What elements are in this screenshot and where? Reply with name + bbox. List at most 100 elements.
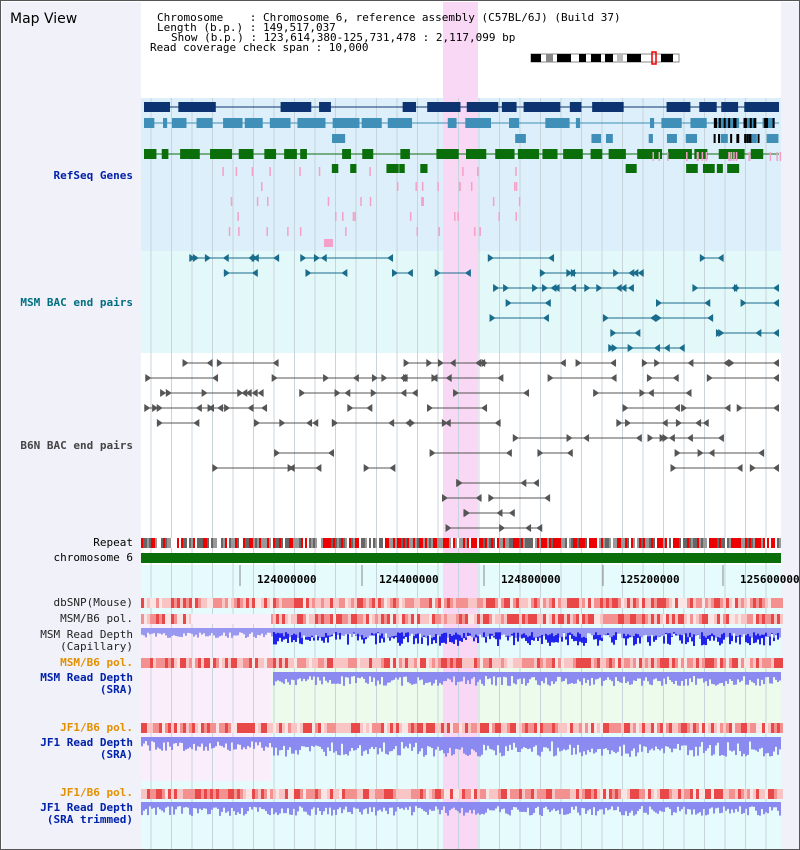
read-depth-bar <box>635 737 637 746</box>
read-depth-bar <box>721 672 723 683</box>
repeat-segment <box>505 538 507 548</box>
track-label-msm-read-depth-sra-1[interactable]: MSM Read Depth <box>40 671 133 684</box>
gene-exon <box>713 118 716 128</box>
read-depth-bar <box>485 737 487 747</box>
repeat-segment <box>509 538 511 548</box>
repeat-segment <box>391 538 393 548</box>
polymorphism-cell <box>222 658 225 668</box>
read-depth-bar <box>371 628 373 634</box>
gene-small <box>479 227 481 236</box>
read-depth-bar <box>403 802 405 810</box>
repeat-segment <box>349 538 351 548</box>
read-depth-bar <box>715 628 717 638</box>
repeat-segment <box>477 538 479 548</box>
polymorphism-cell <box>456 723 459 733</box>
read-depth-bar <box>239 628 241 633</box>
read-depth-bar <box>517 628 519 642</box>
read-depth-bar <box>223 628 225 633</box>
polymorphism-cell <box>270 658 273 668</box>
repeat-segment <box>669 538 671 548</box>
repeat-segment <box>653 538 655 548</box>
track-label-jf1-read-depth-sra-1[interactable]: JF1 Read Depth <box>40 736 133 749</box>
read-depth-bar <box>723 737 725 749</box>
read-depth-bar <box>231 802 233 808</box>
read-depth-bar <box>307 802 309 815</box>
read-depth-bar <box>351 737 353 745</box>
read-depth-bar <box>243 802 245 816</box>
polymorphism-cell <box>306 614 309 624</box>
bac-end-marker <box>704 299 711 307</box>
track-label-dbsnp[interactable]: dbSNP(Mouse) <box>53 596 133 609</box>
polymorphism-cell <box>669 723 672 733</box>
read-depth-bar <box>725 628 727 638</box>
bac-end-marker <box>363 464 370 472</box>
polymorphism-cell <box>324 789 327 799</box>
track-label-msm-b6-pol-1[interactable]: MSM/B6 pol. <box>60 612 133 625</box>
read-depth-bar <box>285 672 287 679</box>
read-depth-bar <box>361 802 363 815</box>
read-depth-bar <box>611 628 613 637</box>
track-label-jf1-b6-pol-2[interactable]: JF1/B6 pol. <box>60 786 133 799</box>
polymorphism-cell <box>693 658 696 668</box>
read-depth-bar <box>555 672 557 682</box>
read-depth-bar <box>739 737 741 749</box>
polymorphism-cell <box>333 789 336 799</box>
read-depth-bar <box>419 672 421 681</box>
read-depth-bar <box>401 737 403 742</box>
read-depth-bar <box>449 802 451 811</box>
bac-end-marker <box>670 464 677 472</box>
track-label-repeat[interactable]: Repeat <box>93 536 133 549</box>
track-label-msm-b6-pol-2[interactable]: MSM/B6 pol. <box>60 656 133 669</box>
track-label-b6n-bac[interactable]: B6N BAC end pairs <box>20 439 133 452</box>
read-depth-bar <box>521 672 523 685</box>
gene-small <box>354 212 356 221</box>
track-label-msm-read-depth-cap-1[interactable]: MSM Read Depth <box>40 628 133 641</box>
gene-exon <box>161 149 169 159</box>
repeat-segment <box>199 538 201 548</box>
repeat-segment <box>159 538 161 548</box>
read-depth-bar <box>317 737 319 743</box>
polymorphism-cell <box>234 658 237 668</box>
read-depth-bar <box>175 628 177 636</box>
polymorphism-cell <box>318 598 321 608</box>
track-label-msm-bac[interactable]: MSM BAC end pairs <box>20 296 133 309</box>
read-depth-bar <box>741 672 743 681</box>
read-depth-bar <box>269 628 271 633</box>
track-label-jf1-b6-pol-1[interactable]: JF1/B6 pol. <box>60 721 133 734</box>
read-depth-bar <box>579 802 581 816</box>
polymorphism-cell <box>453 789 456 799</box>
read-depth-bar <box>393 737 395 750</box>
read-depth-bar <box>271 737 273 748</box>
polymorphism-cell <box>714 614 717 624</box>
read-depth-bar <box>457 672 459 682</box>
polymorphism-cell <box>450 598 453 608</box>
polymorphism-cell <box>492 723 495 733</box>
track-label-jf1-read-depth-trim-1[interactable]: JF1 Read Depth <box>40 801 133 814</box>
read-depth-bar <box>535 737 537 742</box>
repeat-segment <box>301 538 303 548</box>
polymorphism-cell <box>348 614 351 624</box>
read-depth-bar <box>483 672 485 686</box>
polymorphism-cell <box>255 658 258 668</box>
read-depth-bar <box>605 672 607 680</box>
polymorphism-cell <box>585 723 588 733</box>
read-depth-bar <box>587 628 589 634</box>
repeat-segment <box>371 538 373 548</box>
read-depth-bar <box>739 628 741 635</box>
read-depth-bar <box>161 737 163 751</box>
polymorphism-cell <box>207 658 210 668</box>
polymorphism-cell <box>588 723 591 733</box>
polymorphism-cell <box>774 614 777 624</box>
read-depth-bar <box>405 802 407 808</box>
read-depth-bar <box>757 737 759 752</box>
read-depth-bar <box>225 802 227 813</box>
polymorphism-cell <box>669 598 672 608</box>
polymorphism-cell <box>603 598 606 608</box>
read-depth-bar <box>315 737 317 746</box>
polymorphism-cell <box>393 598 396 608</box>
polymorphism-cell <box>720 598 723 608</box>
polymorphism-cell <box>726 658 729 668</box>
repeat-segment <box>611 538 613 548</box>
track-label-refseq[interactable]: RefSeq Genes <box>53 169 133 182</box>
